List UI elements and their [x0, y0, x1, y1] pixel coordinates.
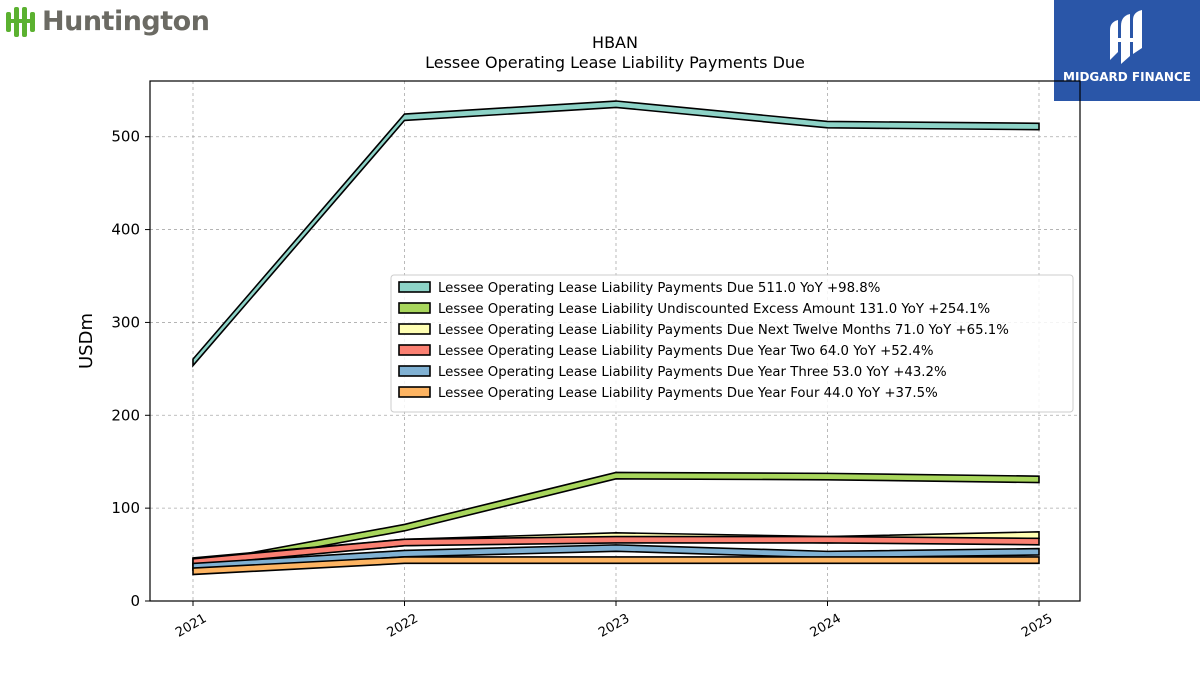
series-band-1 [192, 100, 1040, 368]
legend-box [390, 274, 1074, 413]
legend-entry-label: Lessee Operating Lease Liability Payment… [438, 386, 938, 401]
huntington-logo-icon [6, 7, 35, 37]
y-tick-label: 500 [111, 128, 140, 146]
midgard-wordmark: MIDGARD FINANCE [1063, 70, 1191, 84]
legend-swatch [398, 323, 431, 335]
x-tick-label: 2024 [808, 611, 844, 641]
huntington-wordmark: Huntington [42, 5, 210, 37]
legend-swatch [398, 344, 431, 356]
x-tick-label: 2025 [1019, 611, 1055, 641]
legend: Lessee Operating Lease Liability Payment… [390, 274, 1074, 413]
series-band-4 [192, 535, 1040, 567]
chart-title: HBAN [592, 33, 638, 52]
legend-entry-label: Lessee Operating Lease Liability Payment… [438, 344, 933, 359]
midgard-brand: MIDGARD FINANCE [1054, 0, 1200, 101]
y-tick-label: 100 [111, 499, 140, 517]
series-band-2 [192, 471, 1040, 571]
x-tick-label: 2022 [385, 611, 421, 641]
series-areas [192, 100, 1040, 576]
x-tick-label: 2021 [173, 611, 209, 641]
y-tick-label: 300 [111, 313, 140, 331]
legend-entry-label: Lessee Operating Lease Liability Undisco… [438, 302, 990, 317]
legend-swatch [398, 365, 431, 377]
y-tick-label: 0 [130, 592, 140, 610]
plot-frame [149, 80, 1081, 602]
legend-entry-label: Lessee Operating Lease Liability Payment… [438, 281, 880, 296]
y-axis-label: USDm [76, 313, 97, 369]
legend-swatch [398, 386, 431, 398]
y-tick-label: 400 [111, 221, 140, 239]
series-band-6 [192, 556, 1040, 576]
chart-subtitle: Lessee Operating Lease Liability Payment… [425, 53, 805, 72]
legend-entry-label: Lessee Operating Lease Liability Payment… [438, 365, 947, 380]
legend-entry-label: Lessee Operating Lease Liability Payment… [438, 323, 1009, 338]
y-tick-label: 200 [111, 406, 140, 424]
legend-swatch [398, 281, 431, 293]
legend-swatch [398, 302, 431, 314]
x-tick-label: 2023 [596, 611, 632, 641]
huntington-brand: Huntington [4, 4, 210, 38]
midgard-logo-icon [1110, 10, 1142, 64]
